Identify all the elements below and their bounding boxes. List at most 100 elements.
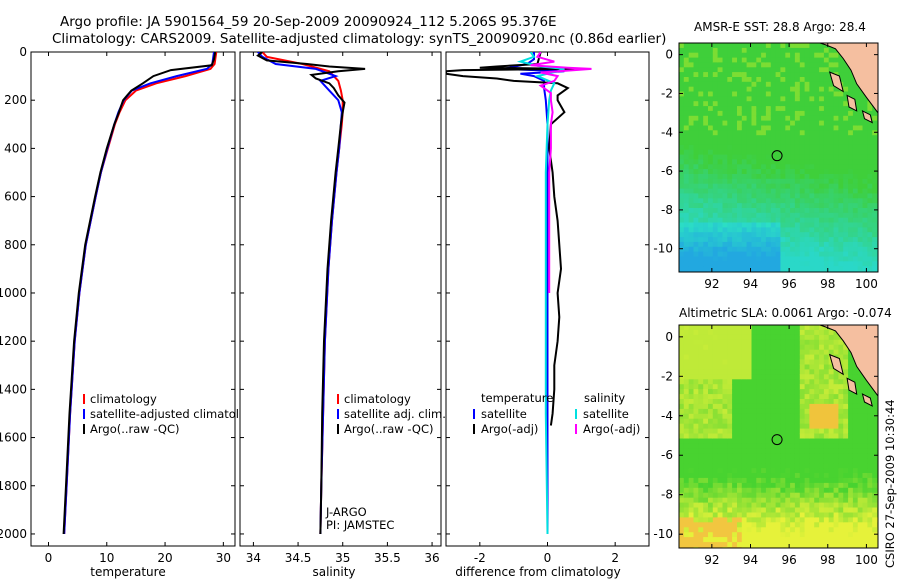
sst_map-cell bbox=[804, 91, 811, 97]
sst_map-cell bbox=[819, 183, 825, 190]
sst_map-cell bbox=[828, 47, 835, 54]
sst_map-cell bbox=[770, 47, 777, 54]
sla_map-cell bbox=[751, 389, 757, 395]
sst_map-cell bbox=[761, 169, 767, 175]
temperature-xtick-label: 20 bbox=[157, 551, 172, 565]
sst_map-cell bbox=[679, 266, 685, 272]
sst_map-cell bbox=[712, 183, 719, 190]
sla_map-cell bbox=[693, 477, 699, 484]
sst_map-cell bbox=[809, 256, 815, 262]
sla_map-cell bbox=[756, 463, 762, 469]
sla_map-cell bbox=[761, 408, 767, 415]
sst_map-cell bbox=[746, 110, 753, 117]
sla_map-cell bbox=[751, 468, 757, 474]
sst_map-cell bbox=[814, 101, 820, 107]
sst_map-cell bbox=[790, 241, 796, 248]
sla_map-cell bbox=[862, 477, 868, 484]
sst_map-cell bbox=[780, 135, 786, 141]
sst_map-cell bbox=[688, 164, 695, 170]
sla_map-cell bbox=[785, 413, 791, 420]
sst_map-cell bbox=[857, 212, 864, 219]
sla_map-cell bbox=[708, 369, 714, 375]
sla_map-cell bbox=[712, 473, 719, 479]
sla_map-cell bbox=[722, 468, 728, 474]
sla_map-cell bbox=[737, 418, 743, 425]
sst_map-cell bbox=[703, 198, 709, 204]
sla_map-cell bbox=[785, 443, 791, 449]
sla_map-cell bbox=[722, 458, 728, 464]
sla_map-cell bbox=[857, 532, 864, 538]
sla_map-cell bbox=[770, 369, 777, 375]
sst_map-cell bbox=[799, 227, 806, 233]
sla_map-cell bbox=[761, 384, 767, 390]
sla_map-cell bbox=[727, 448, 733, 454]
sst_map-cell bbox=[746, 96, 753, 102]
sst_map-cell bbox=[852, 120, 859, 127]
sla_map-cell bbox=[794, 473, 801, 479]
sst_map-cell bbox=[717, 212, 724, 219]
sla_map-cell bbox=[737, 453, 743, 459]
sst_map-cell bbox=[804, 246, 811, 253]
sla_map-cell bbox=[679, 339, 685, 346]
sst_map-cell bbox=[794, 86, 801, 93]
sla_map-cell bbox=[737, 428, 743, 435]
sst_map-cell bbox=[703, 159, 709, 165]
sst_map-cell bbox=[765, 232, 772, 238]
sst_map-cell bbox=[785, 227, 791, 233]
sst_map-cell bbox=[703, 266, 709, 272]
sst_map-cell bbox=[698, 212, 704, 219]
sst_map-cell bbox=[867, 208, 873, 214]
sla_map-cell bbox=[727, 354, 733, 361]
sla_map-cell bbox=[737, 443, 743, 449]
sla_map-cell bbox=[751, 403, 757, 410]
sst_map-cell bbox=[790, 251, 796, 258]
sla_map-cell bbox=[746, 374, 753, 380]
sla_map-cell bbox=[722, 527, 728, 533]
sst_map-cell bbox=[857, 266, 864, 272]
sla_map-cell bbox=[799, 507, 806, 514]
sst_map-cell bbox=[804, 110, 811, 117]
sst_map-cell bbox=[775, 241, 782, 248]
sla_map-cell bbox=[838, 507, 844, 514]
sla_map-cell bbox=[693, 537, 699, 543]
sla_map-cell bbox=[857, 487, 864, 494]
sla_map-cell bbox=[693, 458, 699, 464]
sst_map-cell bbox=[852, 227, 859, 233]
sst_map-cell bbox=[843, 72, 849, 78]
sst_map-cell bbox=[785, 47, 791, 54]
sla_map-cell bbox=[785, 423, 791, 430]
sst_map-cell bbox=[790, 120, 796, 127]
sla_map-cell bbox=[722, 403, 728, 410]
sst_map-xtick-label: 94 bbox=[743, 277, 758, 291]
sst_map-cell bbox=[717, 120, 724, 127]
sst_map-cell bbox=[775, 227, 782, 233]
sla_map-cell bbox=[732, 359, 738, 366]
sst_map-cell bbox=[693, 140, 699, 146]
sst_map-cell bbox=[722, 159, 728, 165]
sla_map-cell bbox=[785, 438, 791, 445]
sst_map-cell bbox=[765, 62, 772, 68]
sst_map-cell bbox=[732, 120, 738, 127]
sst_map-cell bbox=[712, 86, 719, 93]
sla_map-cell bbox=[809, 468, 815, 474]
sst_map-cell bbox=[790, 125, 796, 131]
sst_map-cell bbox=[756, 77, 762, 83]
sla_map-xtick-label: 100 bbox=[855, 553, 878, 567]
sla_map-cell bbox=[785, 453, 791, 459]
sst_map-cell bbox=[712, 237, 719, 243]
sla_map-cell bbox=[737, 325, 743, 331]
sst_map-land-sumatra bbox=[819, 43, 878, 114]
sst_map-cell bbox=[799, 217, 806, 224]
sst_map-cell bbox=[838, 183, 844, 190]
sla_map-cell bbox=[843, 477, 849, 484]
sst_map-cell bbox=[688, 115, 695, 122]
sst_map-cell bbox=[756, 174, 762, 180]
sst_map-cell bbox=[737, 130, 743, 136]
sla_map-cell bbox=[679, 497, 685, 504]
sla_map-cell bbox=[852, 482, 859, 489]
sst_map-cell bbox=[727, 72, 733, 78]
sla_map-cell bbox=[799, 527, 806, 533]
sla_map-cell bbox=[804, 384, 811, 390]
sla_map-cell bbox=[751, 477, 757, 484]
sla_map-cell bbox=[732, 349, 738, 356]
